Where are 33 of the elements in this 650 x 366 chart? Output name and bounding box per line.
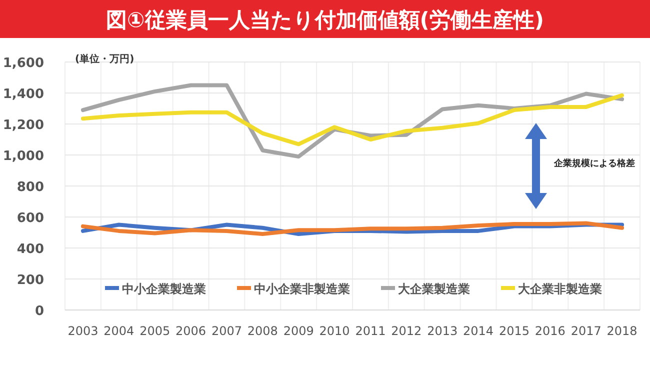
line-series xyxy=(80,93,624,146)
y-tick-label: 1,000 xyxy=(2,149,44,164)
x-tick-label: 2010 xyxy=(319,324,350,338)
x-tick-label: 2012 xyxy=(391,324,422,338)
y-tick-label: 400 xyxy=(16,242,44,257)
x-tick-label: 2016 xyxy=(534,324,566,338)
y-tick-label: 600 xyxy=(16,211,44,226)
x-tick-label: 2018 xyxy=(606,324,638,338)
chart-title: 図①従業員一人当たり付加価値額(労働生産性) xyxy=(106,8,544,32)
y-tick-label: 1,600 xyxy=(2,56,44,71)
annotation: (単位・万円) xyxy=(75,53,134,65)
y-tick-label: 800 xyxy=(16,180,44,195)
legend-label: 中小企業製造業 xyxy=(122,282,206,296)
legend-label: 大企業製造業 xyxy=(398,282,470,296)
x-tick-label: 2006 xyxy=(176,324,206,338)
x-tick-label: 2011 xyxy=(355,324,386,338)
x-tick-label: 2007 xyxy=(211,324,242,338)
y-tick-label: 1,200 xyxy=(2,118,44,133)
y-tick-label: 0 xyxy=(34,304,44,319)
x-tick-label: 2013 xyxy=(427,324,458,338)
x-tick-label: 2004 xyxy=(104,324,134,338)
x-tick-label: 2015 xyxy=(498,324,530,338)
x-tick-label: 2005 xyxy=(140,324,170,338)
x-tick-label: 2014 xyxy=(463,324,494,338)
y-tick-label: 1,400 xyxy=(2,87,44,102)
annotation: 企業規模による格差 xyxy=(553,158,635,169)
x-tick-label: 2017 xyxy=(570,324,602,338)
y-tick-label: 200 xyxy=(16,273,44,288)
legend-label: 大企業非製造業 xyxy=(518,282,602,296)
legend-label: 中小企業非製造業 xyxy=(254,282,350,296)
x-tick-label: 2003 xyxy=(68,324,98,338)
x-tick-label: 2008 xyxy=(247,324,278,338)
x-tick-label: 2009 xyxy=(283,324,314,338)
